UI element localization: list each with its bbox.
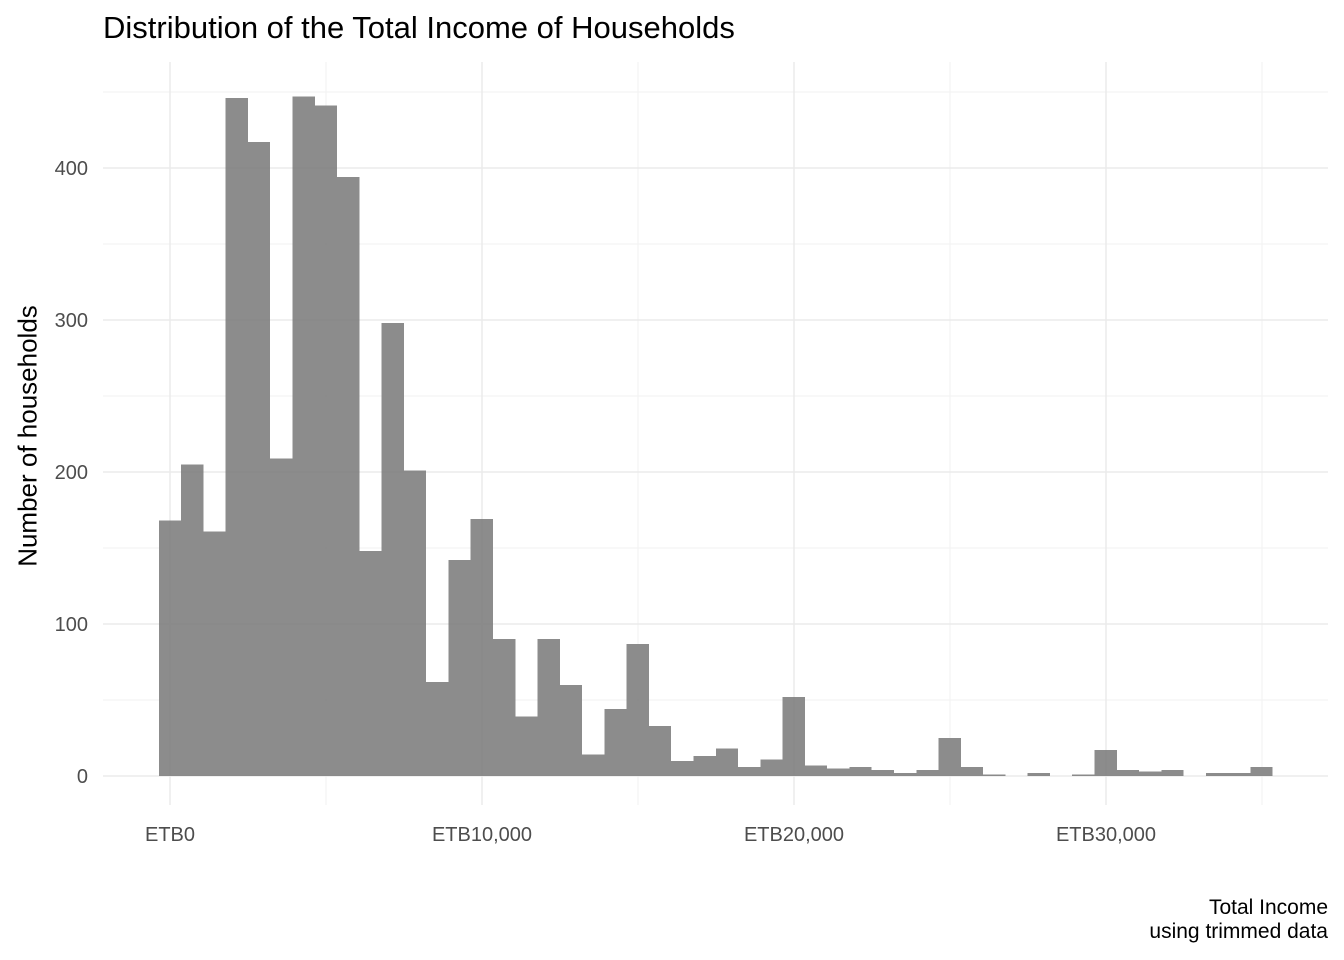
histogram-bar [871,769,894,776]
histogram-bar [493,639,516,776]
x-axis-caption: Total Income using trimmed data [1149,896,1328,944]
histogram-bar [715,748,739,776]
histogram-bar [426,681,449,776]
histogram-bar [181,464,204,776]
caption-note: using trimmed data [1149,920,1328,943]
histogram-bar [448,560,471,776]
histogram-bar [225,98,248,776]
histogram-bar [960,766,984,776]
histogram-bar [626,643,649,776]
histogram-bar [1228,772,1251,776]
histogram-bar [403,470,427,776]
histogram-bar [983,774,1006,776]
x-tick-labels: ETB0 ETB10,000 ETB20,000 ETB30,000 [145,824,1156,846]
y-tick-label: 400 [55,158,88,180]
y-tick-label: 0 [77,766,88,788]
histogram-bar [916,769,939,776]
histogram-bar [693,756,716,776]
chart-title: Distribution of the Total Income of Hous… [103,10,735,45]
histogram-bar [604,709,627,776]
histogram-bar [537,639,560,776]
y-tick-labels: 0 100 200 300 400 [55,158,88,788]
histogram-bar [515,716,538,776]
histogram-bar [559,684,583,776]
histogram-bar [1094,750,1117,776]
y-tick-label: 100 [55,614,88,636]
histogram-bar [203,531,226,776]
histogram-bar [938,738,961,776]
y-tick-label: 300 [55,310,88,332]
histogram-bar [270,458,293,776]
histogram-bar [1161,769,1184,776]
histogram-bar [314,105,338,777]
histogram-bar [648,725,672,776]
histogram-bar [292,96,315,776]
histogram-bar [470,519,494,776]
histogram-bar [1116,769,1140,776]
histogram-bar [381,323,404,776]
histogram-bar [893,772,917,776]
histogram-bar [849,766,872,776]
x-axis-label: Total Income [1208,896,1328,919]
bars-layer [158,96,1273,777]
histogram-bar [671,760,694,776]
histogram-bar [337,177,360,776]
histogram-bar [1205,772,1229,776]
x-tick-label: ETB20,000 [744,824,844,846]
histogram-bar [247,142,271,776]
histogram-bar [738,766,761,776]
histogram-bar [1072,774,1095,776]
histogram-bar [1139,771,1162,776]
histogram-bar [158,520,182,776]
histogram-bar [582,754,605,776]
histogram-bar [359,551,382,776]
histogram-bar [1027,772,1050,776]
histogram-bar [804,765,828,776]
histogram-bar [782,696,805,776]
x-tick-label: ETB10,000 [432,824,532,846]
histogram-bar [1250,766,1273,776]
x-tick-label: ETB0 [145,824,195,846]
y-tick-label: 200 [55,462,88,484]
x-tick-label: ETB30,000 [1056,824,1156,846]
histogram-bar [760,759,783,776]
histogram-bar [827,768,850,776]
